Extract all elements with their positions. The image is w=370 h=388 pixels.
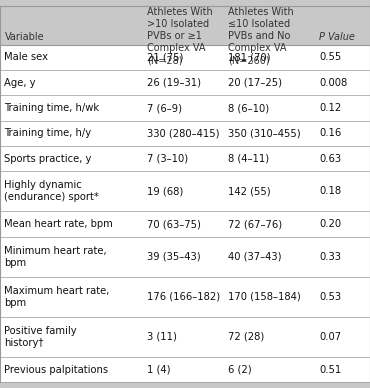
Bar [0,277,370,317]
Text: P Value: P Value [319,32,355,42]
Text: 3 (11): 3 (11) [147,332,177,342]
Text: 72 (28): 72 (28) [228,332,265,342]
Text: 350 (310–455): 350 (310–455) [228,128,301,139]
Bar [0,357,370,382]
Text: 0.51: 0.51 [319,365,341,374]
Text: 0.07: 0.07 [319,332,341,342]
Text: 170 (158–184): 170 (158–184) [228,292,301,302]
Text: 26 (19–31): 26 (19–31) [147,78,201,88]
Bar [0,317,370,357]
Text: 1 (4): 1 (4) [147,365,171,374]
Text: Sports practice, y: Sports practice, y [4,154,92,164]
Bar [0,146,370,171]
Text: 8 (4–11): 8 (4–11) [228,154,269,164]
Bar [0,45,370,70]
Bar [0,237,370,277]
Text: 181 (70): 181 (70) [228,52,271,62]
Text: 40 (37–43): 40 (37–43) [228,252,282,262]
Bar [0,6,370,45]
Text: 330 (280–415): 330 (280–415) [147,128,219,139]
Text: Previous palpitations: Previous palpitations [4,365,108,374]
Text: Highly dynamic
(endurance) sport*: Highly dynamic (endurance) sport* [4,180,99,203]
Text: Mean heart rate, bpm: Mean heart rate, bpm [4,219,113,229]
Text: 7 (6–9): 7 (6–9) [147,103,182,113]
Text: Age, y: Age, y [4,78,36,88]
Text: Training time, h/wk: Training time, h/wk [4,103,100,113]
Bar [0,95,370,121]
Text: 19 (68): 19 (68) [147,186,183,196]
Text: Variable: Variable [4,32,44,42]
Text: 0.16: 0.16 [319,128,341,139]
Text: 0.008: 0.008 [319,78,347,88]
Text: 0.63: 0.63 [319,154,341,164]
Text: 6 (2): 6 (2) [228,365,252,374]
Text: Athletes With
≤10 Isolated
PVBs and No
Complex VA
(N=260): Athletes With ≤10 Isolated PVBs and No C… [228,7,294,65]
Text: Maximum heart rate,
bpm: Maximum heart rate, bpm [4,286,110,308]
Text: 20 (17–25): 20 (17–25) [228,78,282,88]
Bar [0,171,370,211]
Text: 0.55: 0.55 [319,52,341,62]
Text: 70 (63–75): 70 (63–75) [147,219,201,229]
Text: 7 (3–10): 7 (3–10) [147,154,188,164]
Text: 8 (6–10): 8 (6–10) [228,103,269,113]
Text: Training time, h/y: Training time, h/y [4,128,91,139]
Text: 0.33: 0.33 [319,252,341,262]
Text: 21 (75): 21 (75) [147,52,183,62]
Text: Positive family
history†: Positive family history† [4,326,77,348]
Text: 0.12: 0.12 [319,103,341,113]
Bar [0,70,370,95]
Text: Athletes With
>10 Isolated
PVBs or ≥1
Complex VA
(N=28): Athletes With >10 Isolated PVBs or ≥1 Co… [147,7,213,65]
Bar [0,121,370,146]
Text: 0.18: 0.18 [319,186,341,196]
Text: Minimum heart rate,
bpm: Minimum heart rate, bpm [4,246,107,268]
Text: 142 (55): 142 (55) [228,186,271,196]
Text: 39 (35–43): 39 (35–43) [147,252,201,262]
Text: 176 (166–182): 176 (166–182) [147,292,220,302]
Text: 72 (67–76): 72 (67–76) [228,219,282,229]
Text: 0.20: 0.20 [319,219,341,229]
Text: 0.53: 0.53 [319,292,341,302]
Text: Male sex: Male sex [4,52,48,62]
Bar [0,211,370,237]
